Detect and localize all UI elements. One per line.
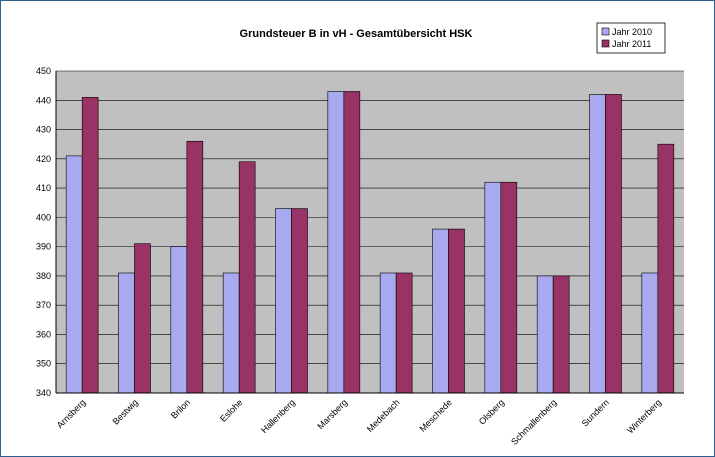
- y-tick-label: 340: [36, 388, 51, 398]
- y-tick-label: 360: [36, 329, 51, 339]
- y-tick-label: 380: [36, 271, 51, 281]
- legend-swatch: [601, 39, 610, 48]
- bar-jahr-2011: [238, 161, 256, 394]
- x-tick-label: Meschede: [417, 397, 453, 433]
- x-tick-label: Brilon: [169, 397, 192, 420]
- bar-jahr-2011: [186, 140, 204, 394]
- y-tick-label: 420: [36, 154, 51, 164]
- y-tick-label: 350: [36, 359, 51, 369]
- x-tick-label: Hallenberg: [259, 397, 297, 435]
- bar-jahr-2010: [118, 272, 135, 394]
- x-tick-label: Schmallenberg: [509, 397, 559, 447]
- y-tick-label: 390: [36, 242, 51, 252]
- x-tick-label: Eslohe: [218, 397, 245, 424]
- x-tick-label: Olsberg: [477, 397, 506, 426]
- bar-jahr-2010: [484, 181, 502, 394]
- bar-jahr-2010: [641, 272, 659, 394]
- bar-jahr-2010: [65, 155, 83, 394]
- x-tick-label: Winterberg: [625, 397, 663, 435]
- legend-swatch: [601, 27, 610, 36]
- x-tick-label: Marsberg: [315, 397, 349, 431]
- y-tick-label: 410: [36, 183, 51, 193]
- bar-jahr-2010: [536, 275, 554, 394]
- y-tick-label: 370: [36, 300, 51, 310]
- bar-jahr-2010: [432, 228, 449, 394]
- legend-label: Jahr 2011: [612, 39, 651, 49]
- x-tick-label: Arnsberg: [55, 397, 88, 430]
- bar-jahr-2010: [589, 94, 606, 394]
- bar-jahr-2011: [395, 272, 413, 394]
- plot-area: 340 350 360 370 380 390 400 410 420 430 440 450 Arns…: [36, 66, 684, 447]
- y-tick-label: 450: [36, 66, 51, 76]
- y-tick-label: 440: [36, 95, 51, 105]
- x-tick-label: Medebach: [365, 397, 402, 434]
- bar-jahr-2010: [327, 91, 345, 394]
- bar-jahr-2011: [448, 228, 465, 394]
- legend: Jahr 2010 Jahr 2011: [596, 22, 666, 54]
- legend-label: Jahr 2010: [612, 27, 652, 37]
- bar-jahr-2011: [291, 208, 308, 394]
- bar-jahr-2011: [657, 143, 675, 394]
- y-tick-label: 400: [36, 212, 51, 222]
- x-tick-label: Sundern: [580, 397, 611, 428]
- bar-jahr-2011: [81, 97, 99, 394]
- bar-jahr-2011: [343, 91, 361, 394]
- bar-jahr-2010: [275, 208, 292, 394]
- bar-jahr-2010: [170, 246, 188, 394]
- x-tick-label: Bestwig: [111, 397, 140, 426]
- bar-jahr-2011: [552, 275, 570, 394]
- bar-jahr-2010: [222, 272, 240, 394]
- bar-jahr-2011: [500, 181, 518, 394]
- chart-title: Grundsteuer B in vH - Gesamtübersicht HS…: [240, 28, 473, 40]
- bar-jahr-2010: [379, 272, 397, 394]
- bar-jahr-2011: [605, 94, 622, 394]
- plot-background: [56, 71, 684, 393]
- bar-jahr-2011: [134, 243, 151, 394]
- y-tick-label: 430: [36, 125, 51, 135]
